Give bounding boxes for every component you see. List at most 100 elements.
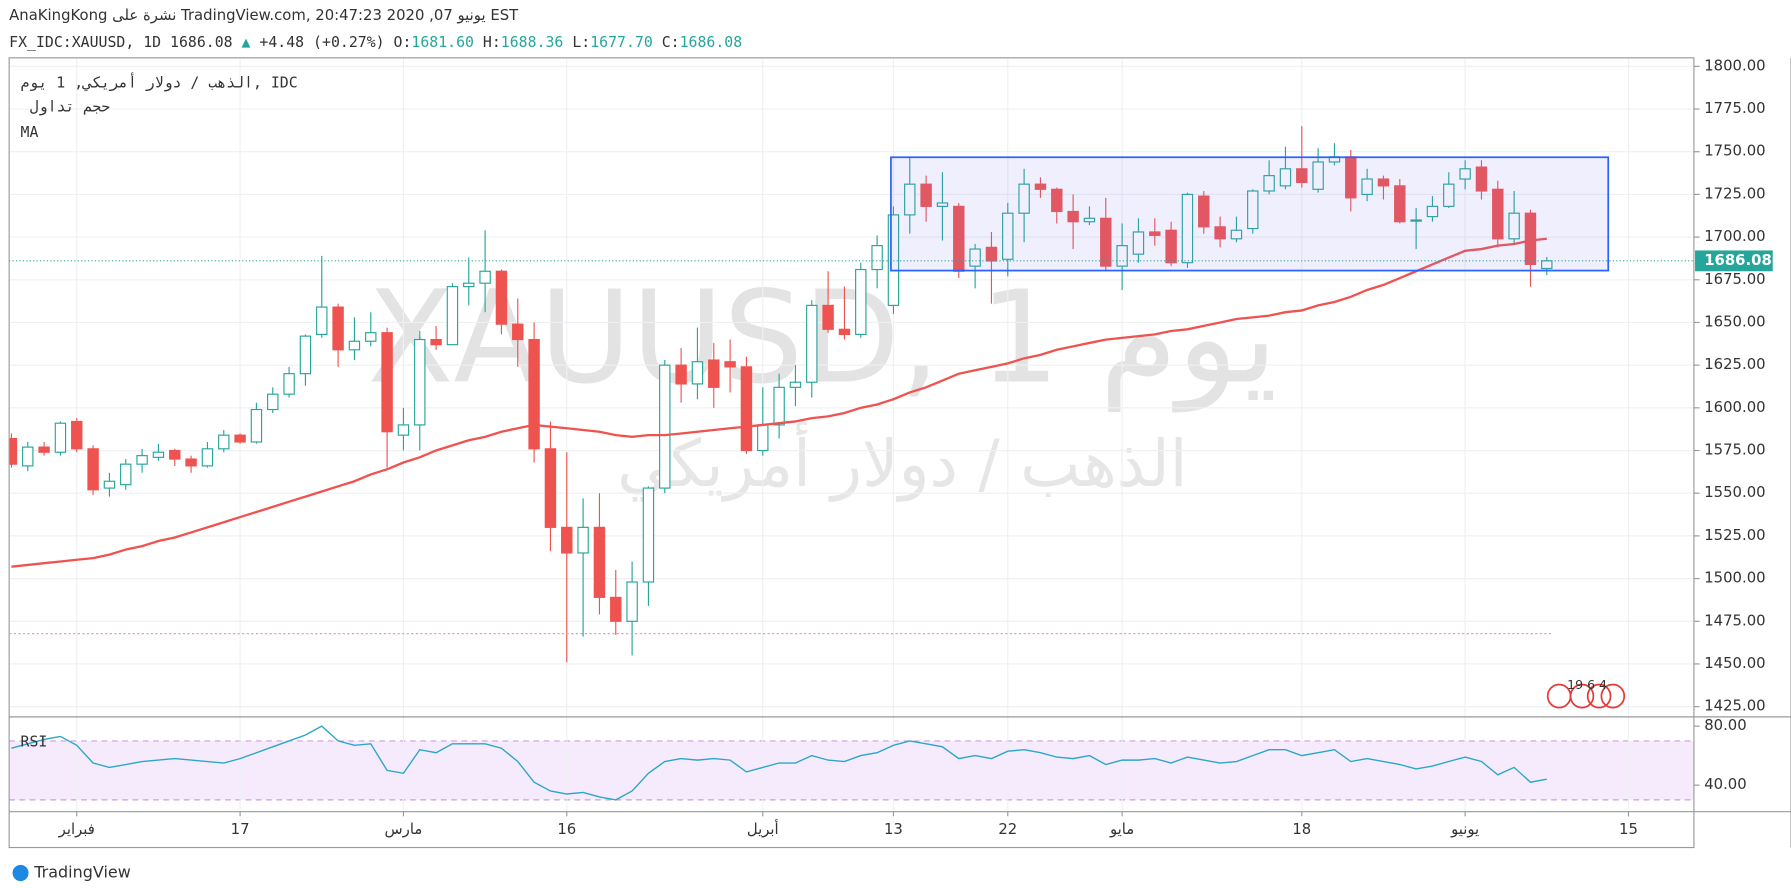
- candle-body: [1002, 212, 1014, 260]
- change: +4.48 (+0.27%): [259, 33, 384, 51]
- last-price-label: 1686.08: [1704, 251, 1772, 269]
- candle-body: [283, 373, 295, 395]
- candle-body: [397, 424, 410, 436]
- candle-body: [152, 451, 165, 458]
- h-label: H:: [483, 33, 501, 51]
- candle-body: [1230, 229, 1243, 240]
- y-tick-label: 1625.00: [1704, 355, 1765, 373]
- candle-body: [479, 270, 491, 284]
- event-circle: [1569, 683, 1595, 709]
- candle-body: [348, 340, 361, 351]
- candle-body: [1475, 166, 1488, 192]
- y-tick-label: 1750.00: [1704, 142, 1765, 160]
- rsi-tick-label: 80.00: [1704, 716, 1747, 734]
- candle-body: [871, 245, 883, 271]
- event-circle: [1586, 683, 1612, 709]
- y-tick-label: 1800.00: [1704, 56, 1765, 74]
- candle-body: [446, 286, 459, 346]
- x-tick-label: 15: [1619, 820, 1638, 838]
- candle-body: [904, 183, 916, 216]
- candle-body: [985, 246, 998, 262]
- candle-body: [1426, 205, 1439, 218]
- c-value: 1686.08: [680, 33, 743, 51]
- ma-legend: MA: [21, 123, 39, 141]
- candle-body: [120, 463, 132, 486]
- candle-body: [577, 526, 589, 554]
- candle-body: [773, 386, 785, 426]
- candle-body: [838, 328, 851, 335]
- candle-body: [103, 480, 116, 489]
- candle-body: [1083, 217, 1096, 223]
- candle-body: [1214, 226, 1226, 240]
- events-label: 19 6 4: [1567, 677, 1607, 692]
- candle-body: [757, 424, 769, 452]
- range-rectangle: [890, 156, 1610, 272]
- candle-body: [822, 304, 834, 330]
- candle-body: [1100, 217, 1112, 267]
- candle-body: [1459, 168, 1471, 180]
- candle-body: [708, 359, 720, 388]
- candle-body: [642, 487, 655, 583]
- candle-body: [87, 448, 99, 491]
- candle-body: [1165, 229, 1177, 264]
- y-tick-label: 1525.00: [1704, 526, 1765, 544]
- candle-body: [806, 304, 818, 383]
- ma-line: [11, 237, 1547, 568]
- y-tick-label: 1550.00: [1704, 483, 1765, 501]
- candle-body: [365, 332, 377, 342]
- rsi-line: [11, 725, 1547, 801]
- candle-body: [561, 526, 573, 554]
- last-price-box: [1695, 250, 1773, 272]
- candle-body: [495, 270, 508, 325]
- candle-body: [969, 248, 981, 267]
- candle-body: [887, 214, 900, 306]
- candle-body: [463, 282, 475, 288]
- candle-body: [512, 323, 524, 341]
- x-tick-label: فبراير: [58, 820, 95, 838]
- candle-body: [71, 420, 83, 450]
- candle-body: [1492, 188, 1504, 240]
- y-tick-label: 1675.00: [1704, 270, 1765, 288]
- c-label: C:: [662, 33, 680, 51]
- x-tick-label: أبريل: [747, 819, 779, 838]
- candle-body: [740, 366, 753, 452]
- x-tick-label: يونيو: [1450, 820, 1479, 838]
- candle-body: [1198, 195, 1210, 228]
- candle-body: [593, 526, 606, 598]
- candle-body: [201, 448, 214, 467]
- y-tick-label: 1575.00: [1704, 440, 1765, 458]
- y-tick-label: 1650.00: [1704, 312, 1765, 330]
- candle-body: [267, 393, 279, 411]
- candle-body: [659, 364, 671, 489]
- y-tick-label: 1500.00: [1704, 569, 1765, 587]
- candle-body: [626, 581, 638, 622]
- watermark-name: الذهب / دولار أمريكي: [617, 421, 1187, 502]
- candle-body: [1149, 231, 1161, 236]
- header-line1: AnaKingKong نشرة على TradingView.com, يو…: [9, 6, 519, 24]
- candle-body: [1067, 210, 1079, 223]
- plot-frame: [8, 57, 1695, 849]
- x-tick-label: 16: [557, 820, 576, 838]
- brand-logo: [12, 864, 29, 882]
- header-line2: FX_IDC:XAUUSD, 1D 1686.08 ▲ +4.48 (+0.27…: [9, 33, 742, 51]
- candle-body: [1312, 161, 1324, 190]
- candle-body: [920, 183, 932, 207]
- candle-body: [1279, 168, 1292, 187]
- candle-body: [724, 361, 736, 368]
- x-tick-label: 22: [998, 820, 1017, 838]
- candle-body: [185, 458, 197, 467]
- rsi-legend: RSI: [21, 732, 48, 750]
- candle-body: [1132, 231, 1145, 255]
- event-circle: [1600, 683, 1626, 709]
- h-value: 1688.36: [501, 33, 564, 51]
- candle-body: [169, 449, 181, 460]
- candle-body: [250, 408, 263, 443]
- candle-body: [430, 338, 442, 346]
- candle-body: [136, 455, 148, 465]
- candle-body: [414, 338, 426, 426]
- y-tick-label: 1425.00: [1704, 697, 1765, 715]
- y-tick-label: 1600.00: [1704, 398, 1765, 416]
- candle-body: [1018, 183, 1030, 214]
